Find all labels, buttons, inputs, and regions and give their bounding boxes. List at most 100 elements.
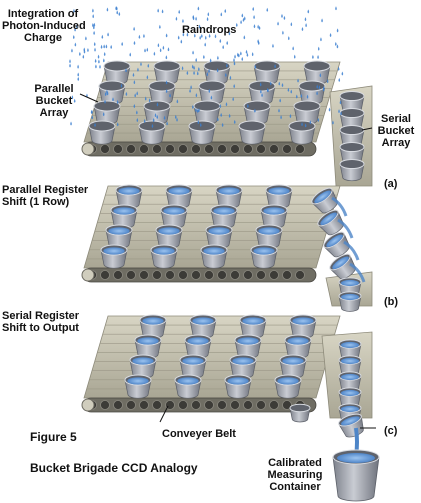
belt-roller-icon xyxy=(152,400,162,410)
raindrop-icon xyxy=(94,47,96,52)
serial-bucket-array-label: Serial Bucket Array xyxy=(377,113,415,149)
raindrop-icon xyxy=(329,32,332,37)
raindrop-icon xyxy=(332,120,334,125)
raindrop-icon xyxy=(336,44,339,49)
raindrop-icon xyxy=(243,35,246,40)
bucket-icon xyxy=(200,244,228,269)
bucket-icon xyxy=(134,334,162,359)
raindrop-icon xyxy=(133,80,136,85)
raindrop-icon xyxy=(226,40,229,45)
raindrop-icon xyxy=(258,25,261,30)
raindrop-icon xyxy=(125,68,127,73)
raindrop-icon xyxy=(175,16,178,21)
raindrop-icon xyxy=(277,21,279,26)
raindrop-icon xyxy=(92,22,94,27)
belt-roller-icon xyxy=(295,144,305,154)
raindrop-icon xyxy=(136,91,139,96)
belt-roller-icon xyxy=(243,270,253,280)
raindrop-icon xyxy=(257,40,260,45)
raindrop-icon xyxy=(289,113,292,118)
raindrop-icon xyxy=(287,36,290,41)
raindrop-icon xyxy=(193,65,195,70)
raindrop-icon xyxy=(105,44,108,49)
raindrop-icon xyxy=(241,56,244,61)
raindrop-icon xyxy=(336,28,339,33)
raindrop-icon xyxy=(198,108,200,113)
belt-roller-icon xyxy=(256,270,266,280)
raindrop-icon xyxy=(335,6,337,11)
raindrop-icon xyxy=(116,99,119,104)
raindrop-icon xyxy=(280,115,282,120)
raindrop-icon xyxy=(316,91,318,96)
raindrop-icon xyxy=(176,117,178,122)
figure-label: Figure 5 xyxy=(30,430,77,444)
bucket-icon xyxy=(100,244,128,269)
raindrop-icon xyxy=(106,89,108,94)
raindrop-icon xyxy=(136,117,139,122)
leader-line xyxy=(159,405,169,423)
raindrop-icon xyxy=(321,18,323,23)
raindrop-icon xyxy=(216,68,219,73)
raindrop-icon xyxy=(157,43,160,48)
calibrated-container-icon xyxy=(332,449,380,502)
raindrop-icon xyxy=(278,108,280,113)
raindrop-icon xyxy=(253,24,256,29)
raindrop-icon xyxy=(235,22,238,27)
tipping-bucket-icon xyxy=(317,209,344,236)
raindrop-icon xyxy=(318,85,321,90)
raindrop-icon xyxy=(87,47,89,52)
raindrop-icon xyxy=(297,78,299,83)
bucket-icon xyxy=(224,374,252,399)
raindrop-icon xyxy=(93,42,96,47)
raindrop-icon xyxy=(293,54,296,59)
belt-roller-icon xyxy=(269,270,279,280)
raindrop-icon xyxy=(156,114,159,119)
raindrop-icon xyxy=(143,33,145,38)
belt-roller-icon xyxy=(100,400,110,410)
bucket-icon xyxy=(115,184,143,209)
raindrop-icon xyxy=(192,104,194,109)
raindrop-icon xyxy=(196,71,199,76)
raindrop-icon xyxy=(233,61,236,66)
raindrop-icon xyxy=(73,8,75,13)
belt-roller-icon xyxy=(191,400,201,410)
raindrop-icon xyxy=(186,70,189,75)
raindrop-icon xyxy=(222,44,224,49)
raindrop-icon xyxy=(195,107,197,112)
calibrated-container-label: Calibrated Measuring Container xyxy=(267,457,323,493)
raindrop-icon xyxy=(77,64,79,69)
raindrop-icon xyxy=(214,34,217,39)
belt-roller-icon xyxy=(204,144,214,154)
raindrop-icon xyxy=(120,83,123,88)
raindrop-icon xyxy=(104,91,107,96)
belt-roller-icon xyxy=(100,144,110,154)
bucket-icon xyxy=(289,314,317,339)
bucket-icon xyxy=(189,314,217,339)
raindrop-icon xyxy=(133,104,136,109)
belt-roller-icon xyxy=(126,144,136,154)
bucket-icon xyxy=(210,204,238,229)
parallel-register-shift-label: Parallel Register Shift (1 Row) xyxy=(2,184,89,208)
bucket-icon xyxy=(93,100,121,125)
bucket-icon xyxy=(289,403,311,423)
belt-roller-icon xyxy=(100,270,110,280)
raindrop-icon xyxy=(181,66,184,71)
raindrop-icon xyxy=(295,94,298,99)
bucket-icon xyxy=(103,60,131,85)
raindrop-icon xyxy=(197,120,200,125)
raindrop-icon xyxy=(189,88,191,93)
raindrop-icon xyxy=(82,54,85,59)
bucket-icon xyxy=(239,314,267,339)
belt-roller-icon xyxy=(217,400,227,410)
bucket-icon xyxy=(298,80,326,105)
raindrop-icon xyxy=(228,31,231,36)
raindrop-icon xyxy=(176,99,179,104)
raindrop-icon xyxy=(165,55,168,60)
raindrop-icon xyxy=(143,118,146,123)
diagram-title: Bucket Brigade CCD Analogy xyxy=(30,461,198,475)
belt-roller-icon xyxy=(165,144,175,154)
raindrop-icon xyxy=(245,49,248,54)
raindrop-icon xyxy=(182,32,185,37)
raindrop-icon xyxy=(136,110,138,115)
raindrop-icon xyxy=(103,58,105,63)
